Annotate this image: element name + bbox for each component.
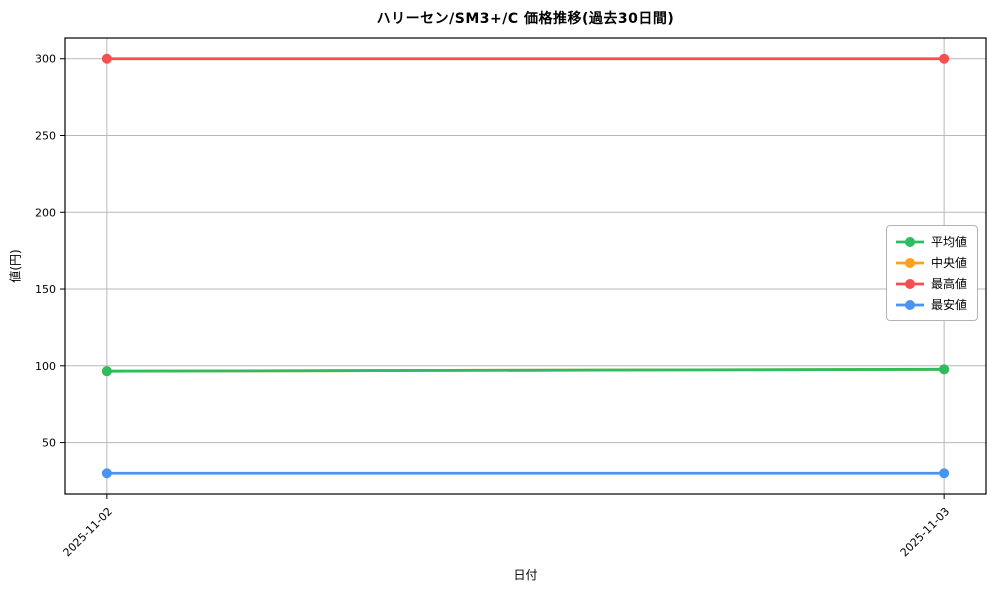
legend: 平均値中央値最高値最安値 [886,225,979,321]
y-tick-label: 250 [35,129,56,142]
series-marker-max [101,53,112,64]
legend-label-average: 平均値 [931,235,968,249]
legend-swatch-min [896,299,924,310]
legend-swatch-max [896,278,924,289]
legend-entry-average: 平均値 [895,231,967,252]
legend-label-max: 最高値 [931,277,968,291]
y-axis-label: 値(円) [8,249,23,283]
x-tick-label: 2025-11-02 [61,505,115,559]
legend-label-median: 中央値 [931,256,968,270]
legend-entry-min: 最安値 [895,294,967,315]
series-line-average [106,367,945,373]
legend-entry-median: 中央値 [895,252,967,273]
legend-swatch-average [896,236,924,247]
legend-label-min: 最安値 [931,298,968,312]
series-marker-average [101,366,112,377]
series-marker-min [939,468,950,479]
axes-box [64,37,987,495]
y-tick-label: 200 [35,206,56,219]
series-marker-average [939,364,950,375]
y-tick-label: 100 [35,360,56,373]
legend-entry-max: 最高値 [895,273,967,294]
x-axis-label: 日付 [513,568,538,582]
series-marker-max [939,53,950,64]
legend-swatch-median [896,257,924,268]
chart-title: ハリーセン/SM3+/C 価格推移(過去30日間) [376,11,675,27]
y-tick-label: 150 [35,283,56,296]
y-tick-label: 300 [35,53,56,66]
series-marker-min [101,468,112,479]
x-tick-label: 2025-11-03 [898,505,952,559]
y-tick-label: 50 [42,437,56,450]
